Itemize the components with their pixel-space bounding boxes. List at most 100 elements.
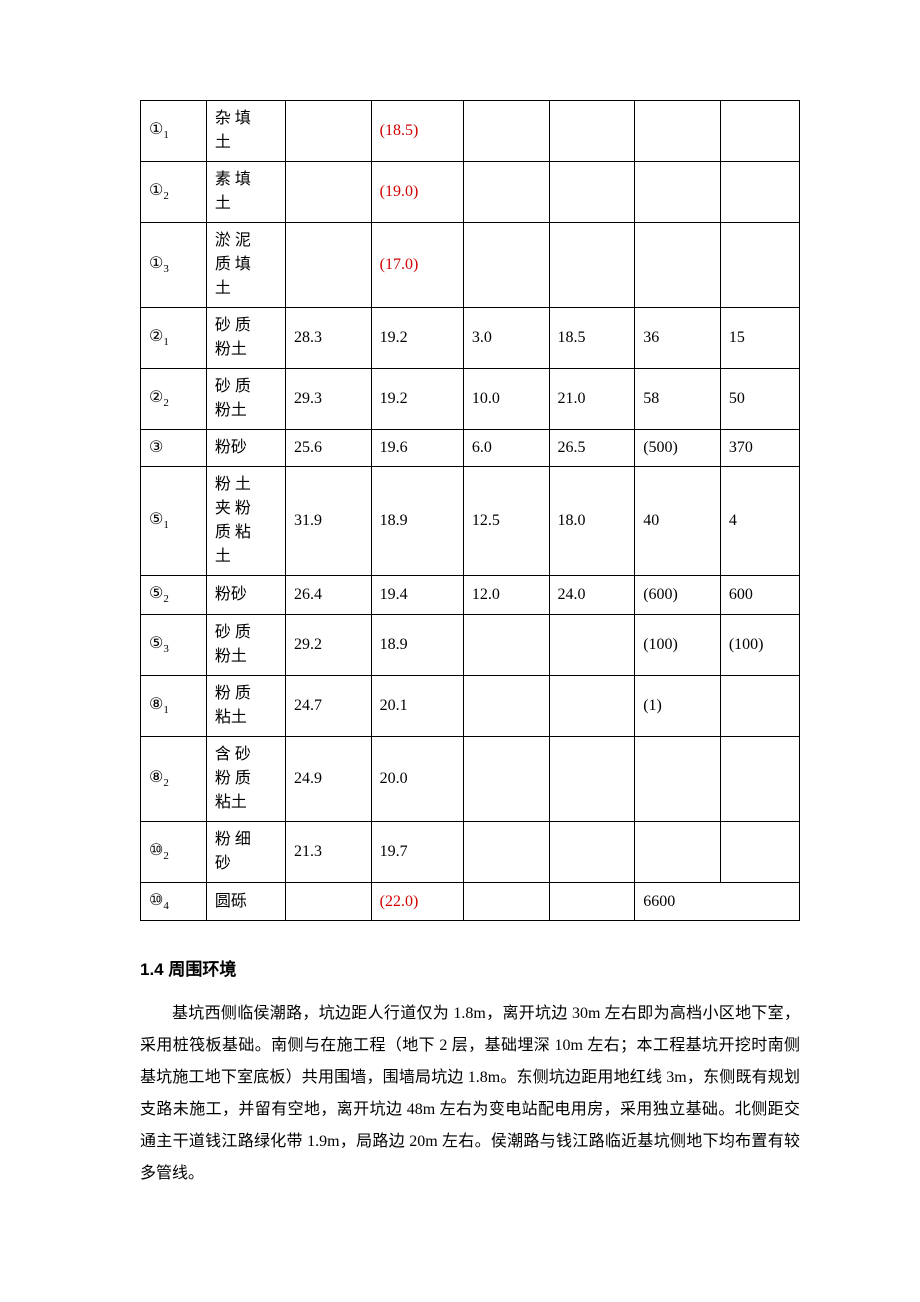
value-cell (720, 736, 799, 821)
value-cell: 12.5 (463, 467, 549, 576)
value-cell: 18.9 (371, 614, 463, 675)
value-cell: 21.3 (285, 821, 371, 882)
soil-name-cell: 砂 质粉土 (206, 369, 285, 430)
value-cell: 26.4 (285, 576, 371, 615)
value-cell: 20.0 (371, 736, 463, 821)
value-cell: 19.7 (371, 821, 463, 882)
soil-name-cell: 粉 细砂 (206, 821, 285, 882)
value-cell: (22.0) (371, 882, 463, 921)
value-cell (720, 101, 799, 162)
section-body-paragraph: 基坑西侧临侯潮路，坑边距人行道仅为 1.8m，离开坑边 30m 左右即为高档小区… (140, 998, 800, 1190)
value-cell: (500) (635, 430, 721, 467)
value-cell: 19.2 (371, 369, 463, 430)
value-cell (720, 821, 799, 882)
soil-name-cell: 粉 土夹 粉质 粘土 (206, 467, 285, 576)
value-cell (549, 821, 635, 882)
layer-symbol-cell: ⑩2 (141, 821, 207, 882)
layer-symbol-cell: ②1 (141, 308, 207, 369)
value-cell: 24.9 (285, 736, 371, 821)
value-cell (549, 101, 635, 162)
value-cell (549, 882, 635, 921)
value-cell: 19.2 (371, 308, 463, 369)
value-cell: 24.0 (549, 576, 635, 615)
value-cell (285, 101, 371, 162)
value-cell (720, 162, 799, 223)
value-cell: 15 (720, 308, 799, 369)
table-row: ①1杂 填土 (18.5) (141, 101, 800, 162)
value-cell (285, 882, 371, 921)
value-cell (635, 162, 721, 223)
value-cell: 50 (720, 369, 799, 430)
value-cell: 40 (635, 467, 721, 576)
table-row: ①3淤 泥质 填土 (17.0) (141, 223, 800, 308)
value-cell: 26.5 (549, 430, 635, 467)
value-cell: (100) (635, 614, 721, 675)
layer-symbol-cell: ①1 (141, 101, 207, 162)
value-cell: 19.6 (371, 430, 463, 467)
soil-name-cell: 砂 质粉土 (206, 614, 285, 675)
value-cell: 29.2 (285, 614, 371, 675)
table-row: ⑤3砂 质粉土29.218.9(100)(100) (141, 614, 800, 675)
value-cell: (18.5) (371, 101, 463, 162)
layer-symbol-cell: ①3 (141, 223, 207, 308)
layer-symbol-cell: ③ (141, 430, 207, 467)
value-cell (549, 675, 635, 736)
value-cell: (1) (635, 675, 721, 736)
value-cell: 3.0 (463, 308, 549, 369)
layer-symbol-cell: ⑤1 (141, 467, 207, 576)
value-cell (635, 101, 721, 162)
table-row: ⑩2粉 细砂21.319.7 (141, 821, 800, 882)
value-cell (549, 736, 635, 821)
value-cell: 19.4 (371, 576, 463, 615)
value-cell: 20.1 (371, 675, 463, 736)
table-row: ⑤2粉砂26.419.412.024.0(600)600 (141, 576, 800, 615)
soil-name-cell: 粉 质粘土 (206, 675, 285, 736)
soil-name-cell: 粉砂 (206, 576, 285, 615)
soil-name-cell: 含 砂粉 质粘土 (206, 736, 285, 821)
value-cell (463, 162, 549, 223)
layer-symbol-cell: ②2 (141, 369, 207, 430)
value-cell: 18.5 (549, 308, 635, 369)
value-cell (549, 223, 635, 308)
value-cell (463, 675, 549, 736)
value-cell: 6600 (635, 882, 800, 921)
soil-name-cell: 砂 质粉土 (206, 308, 285, 369)
table-row: ②2砂 质粉土29.319.210.021.05850 (141, 369, 800, 430)
layer-symbol-cell: ⑩4 (141, 882, 207, 921)
value-cell (635, 736, 721, 821)
layer-symbol-cell: ⑤2 (141, 576, 207, 615)
soil-name-cell: 粉砂 (206, 430, 285, 467)
value-cell (285, 162, 371, 223)
table-row: ⑤1粉 土夹 粉质 粘土31.918.912.518.0404 (141, 467, 800, 576)
value-cell: (100) (720, 614, 799, 675)
value-cell: 36 (635, 308, 721, 369)
value-cell: 6.0 (463, 430, 549, 467)
value-cell: 10.0 (463, 369, 549, 430)
soil-name-cell: 素 填土 (206, 162, 285, 223)
value-cell: 4 (720, 467, 799, 576)
table-row: ⑧1粉 质粘土24.720.1(1) (141, 675, 800, 736)
value-cell: 25.6 (285, 430, 371, 467)
value-cell: 31.9 (285, 467, 371, 576)
value-cell: 12.0 (463, 576, 549, 615)
value-cell: 600 (720, 576, 799, 615)
soil-name-cell: 杂 填土 (206, 101, 285, 162)
soil-parameters-table: ①1杂 填土(18.5)①2素 填土(19.0)①3淤 泥质 填土(17.0)②… (140, 100, 800, 921)
value-cell: (19.0) (371, 162, 463, 223)
table-row: ②1砂 质粉土28.319.23.018.53615 (141, 308, 800, 369)
value-cell: 24.7 (285, 675, 371, 736)
value-cell (635, 223, 721, 308)
layer-symbol-cell: ①2 (141, 162, 207, 223)
value-cell: (17.0) (371, 223, 463, 308)
value-cell: 370 (720, 430, 799, 467)
value-cell (720, 223, 799, 308)
soil-name-cell: 淤 泥质 填土 (206, 223, 285, 308)
value-cell (463, 223, 549, 308)
value-cell: 18.0 (549, 467, 635, 576)
value-cell (463, 614, 549, 675)
value-cell (549, 162, 635, 223)
table-row: ③粉砂25.619.66.026.5(500)370 (141, 430, 800, 467)
layer-symbol-cell: ⑧2 (141, 736, 207, 821)
value-cell: 21.0 (549, 369, 635, 430)
document-page: ①1杂 填土(18.5)①2素 填土(19.0)①3淤 泥质 填土(17.0)②… (0, 0, 920, 1302)
